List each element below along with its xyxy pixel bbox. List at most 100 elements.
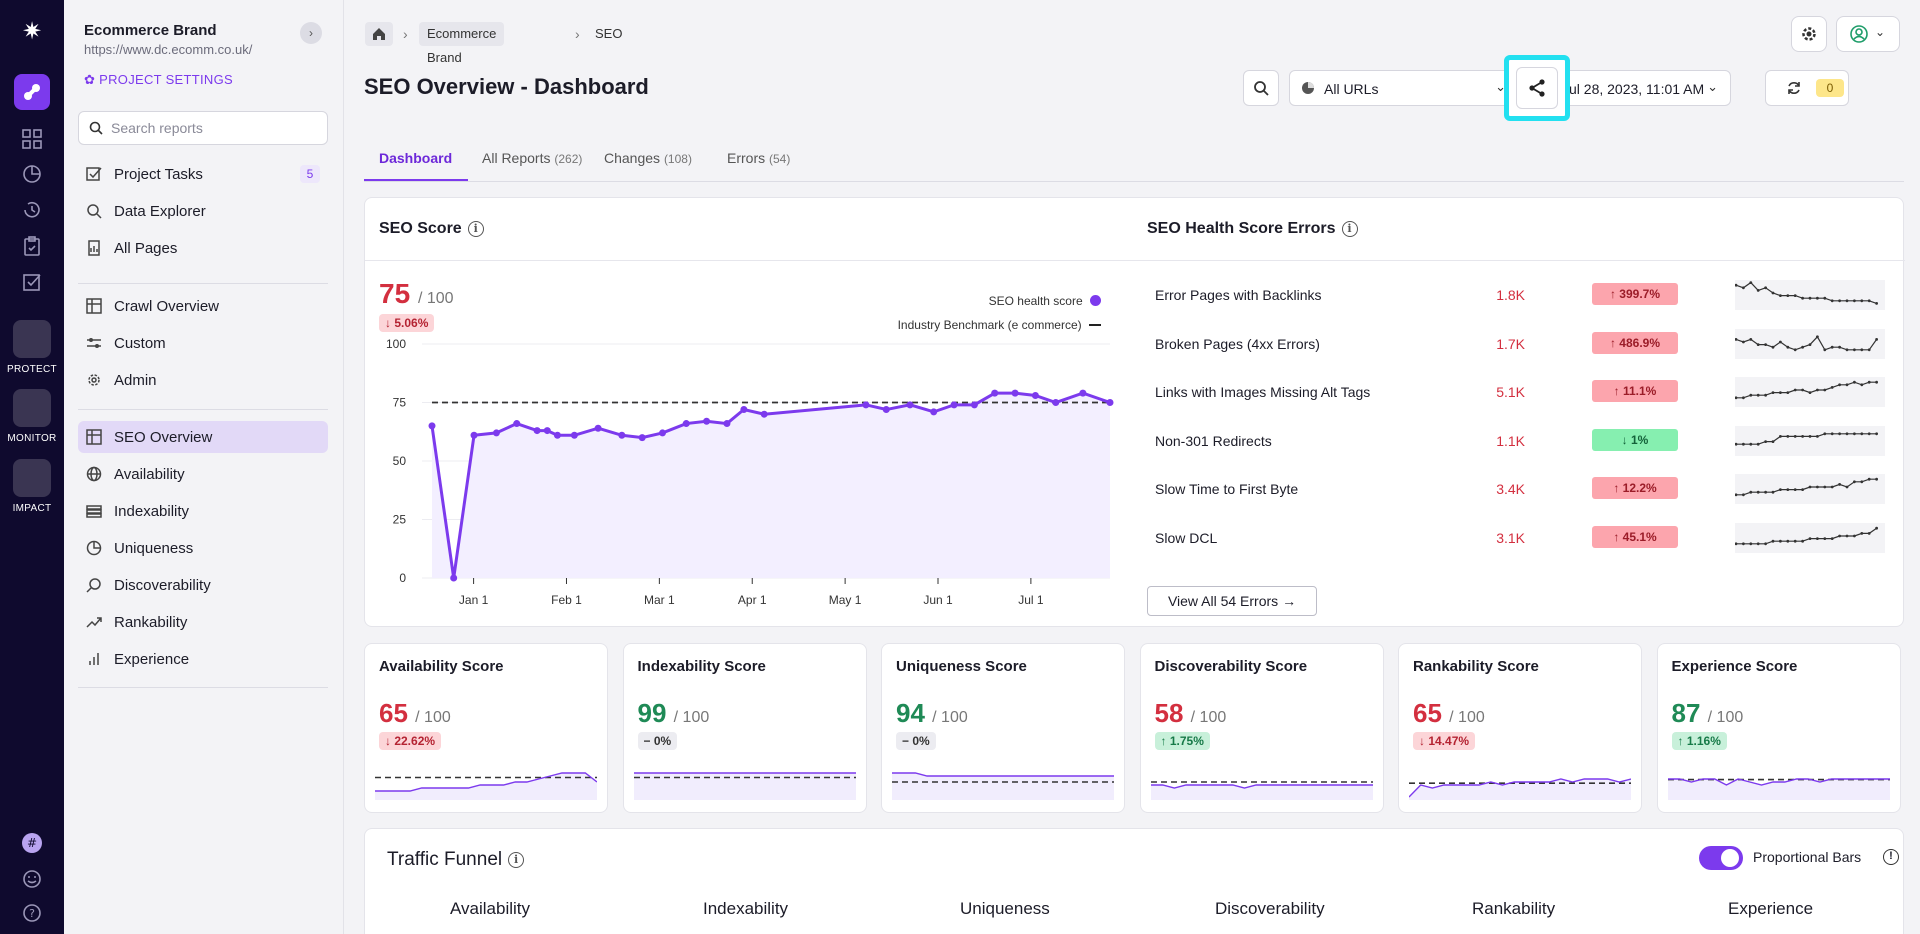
error-row[interactable]: Broken Pages (4xx Errors) 1.7K ↑ 486.9% (1155, 328, 1895, 359)
sidebar-item-discoverability[interactable]: Discoverability (78, 569, 328, 601)
share-button-highlight (1504, 55, 1570, 121)
error-row[interactable]: Slow Time to First Byte 3.4K ↑ 12.2% (1155, 474, 1895, 504)
score-card-of: / 100 (1707, 709, 1744, 726)
tab-dashboard[interactable]: Dashboard (379, 150, 452, 166)
help-icon[interactable]: ? (21, 902, 43, 924)
data-point (882, 406, 890, 414)
experience-score-card[interactable]: Experience Score 87 / 100 ↑ 1.16% (1656, 643, 1901, 813)
sidebar-item-label: Availability (114, 466, 185, 483)
error-count: 3.4K (1496, 481, 1525, 497)
data-point (492, 429, 500, 437)
traffic-funnel-title: Traffic Funnel i (387, 849, 525, 871)
data-point (930, 408, 938, 416)
data-point (450, 574, 458, 582)
tab-label: Changes (604, 150, 661, 166)
dashboard-grid-icon[interactable] (21, 128, 43, 150)
sidebar-item-seo-overview[interactable]: SEO Overview (78, 421, 328, 453)
sidebar-item-project-tasks[interactable]: Project Tasks 5 (78, 158, 328, 190)
share-icon (1529, 79, 1545, 97)
tab-errors[interactable]: Errors (54) (727, 150, 790, 166)
sidebar-item-uniqueness[interactable]: Uniqueness (78, 532, 328, 564)
impact-app-icon[interactable] (13, 459, 51, 497)
funnel-column-label: Availability (450, 899, 531, 918)
error-row[interactable]: Slow DCL 3.1K ↑ 45.1% (1155, 522, 1895, 553)
pie-icon (86, 540, 102, 556)
sidebar-item-availability[interactable]: Availability (78, 458, 328, 490)
score-card-of: / 100 (1190, 709, 1227, 726)
score-sparkline (375, 772, 597, 800)
availability-score-card[interactable]: Availability Score 65 / 100 ↓ 22.62% (364, 643, 608, 813)
score-card-delta: ↑ 1.75% (1154, 732, 1210, 750)
slack-icon[interactable]: # (21, 832, 43, 854)
sidebar-item-indexability[interactable]: Indexability (78, 495, 328, 527)
sidebar-item-crawl-overview[interactable]: Crawl Overview (78, 290, 328, 322)
rankability-score-card[interactable]: Rankability Score 65 / 100 ↓ 14.47% (1398, 643, 1642, 813)
sidebar-item-label: Project Tasks (114, 166, 203, 183)
monitor-app-icon[interactable] (13, 389, 51, 427)
search-button[interactable] (1243, 70, 1279, 106)
data-point (1011, 389, 1019, 397)
share-button[interactable] (1516, 67, 1558, 109)
tab-all-reports[interactable]: All Reports (262) (482, 150, 582, 166)
view-all-label: View All 54 Errors (1167, 593, 1279, 609)
error-count: 1.7K (1496, 335, 1525, 352)
chevron-right-icon[interactable]: › (300, 22, 322, 44)
account-menu-button[interactable]: ⌄ (1836, 16, 1900, 52)
score-sparkline (1409, 778, 1631, 800)
sidebar-item-experience[interactable]: Experience (78, 643, 328, 675)
score-sparkline (1667, 778, 1890, 800)
score-card-title: Experience Score (1671, 658, 1798, 675)
sidebar-item-custom[interactable]: Custom (78, 327, 328, 359)
url-filter-select[interactable]: All URLs ⌄ (1289, 70, 1519, 106)
error-label: Links with Images Missing Alt Tags (1155, 384, 1371, 400)
sidebar-item-all-pages[interactable]: All Pages (78, 232, 328, 264)
info-icon[interactable]: i (467, 220, 484, 237)
pie-chart-icon[interactable] (21, 163, 43, 185)
sidebar-item-admin[interactable]: Admin (78, 364, 328, 396)
refresh-button[interactable]: 0 (1765, 70, 1849, 106)
error-row[interactable]: Non-301 Redirects 1.1K ↓ 1% (1155, 425, 1895, 456)
breadcrumb-section[interactable]: SEO (595, 26, 623, 41)
settings-button[interactable] (1791, 16, 1827, 52)
legend-dot (1090, 295, 1101, 306)
sidebar-item-label: Admin (114, 372, 157, 389)
smiley-icon[interactable] (21, 868, 43, 890)
score-card-value: 99 / 100 (637, 698, 710, 728)
info-icon[interactable]: i (1341, 220, 1358, 237)
project-settings-link[interactable]: ✿ PROJECT SETTINGS (84, 72, 233, 88)
score-card-value: 87 / 100 (1671, 698, 1744, 728)
error-row[interactable]: Links with Images Missing Alt Tags 5.1K ↑ … (1155, 377, 1895, 407)
error-sparkline (1735, 522, 1885, 553)
tab-label: All Reports (482, 150, 551, 166)
x-tick-label: Apr 1 (738, 593, 767, 607)
protect-app-icon[interactable] (13, 320, 51, 358)
discoverability-score-card[interactable]: Discoverability Score 58 / 100 ↑ 1.75% (1139, 643, 1384, 813)
sidebar-item-rankability[interactable]: Rankability (78, 606, 328, 638)
indexability-score-card[interactable]: Indexability Score 99 / 100 − 0% (622, 643, 867, 813)
project-url: https://www.dc.ecomm.co.uk/ (84, 42, 253, 57)
home-icon[interactable] (365, 22, 393, 46)
health-errors-title: SEO Health Score Errors i (1147, 220, 1358, 238)
history-icon[interactable] (21, 199, 43, 221)
view-all-errors-button[interactable]: View All 54 Errors → (1147, 586, 1317, 616)
sidebar-item-data-explorer[interactable]: Data Explorer (78, 195, 328, 227)
tab-changes[interactable]: Changes (108) (604, 150, 692, 166)
clipboard-icon[interactable] (21, 235, 43, 257)
breadcrumb-project[interactable]: Ecommerce Brand (419, 22, 505, 65)
x-tick-label: Mar 1 (644, 593, 675, 607)
error-delta: ↑ 45.1% (1592, 525, 1678, 548)
analytics-app-icon[interactable] (14, 74, 50, 110)
score-card-of: / 100 (932, 709, 968, 726)
error-delta: ↑ 12.2% (1592, 477, 1678, 499)
alert-icon[interactable]: ! (1883, 849, 1899, 865)
error-row[interactable]: Error Pages with Backlinks 1.8K ↑ 399.7% (1155, 280, 1895, 310)
proportional-bars-toggle[interactable] (1699, 846, 1743, 870)
task-icon[interactable] (21, 271, 43, 293)
brand-logo-icon[interactable]: ✷ (21, 18, 43, 45)
toggle-knob (1721, 849, 1739, 867)
search-input[interactable] (111, 118, 311, 138)
info-icon[interactable]: i (508, 851, 525, 868)
score-sparkline (892, 772, 1114, 800)
error-label: Broken Pages (4xx Errors) (1155, 335, 1320, 352)
uniqueness-score-card[interactable]: Uniqueness Score 94 / 100 − 0% (881, 643, 1125, 813)
